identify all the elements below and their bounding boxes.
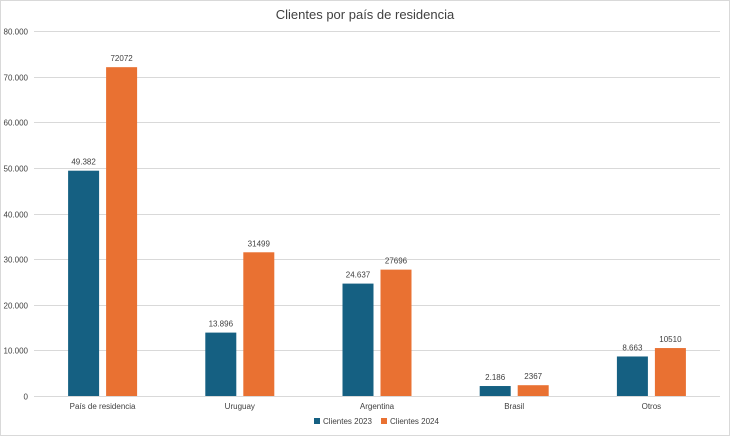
legend-label: Clientes 2023: [323, 417, 372, 426]
bar: [654, 348, 686, 396]
bar: [517, 385, 549, 396]
data-label: 10510: [659, 335, 682, 344]
gridlines: [34, 31, 720, 397]
data-label: 13.896: [209, 320, 234, 329]
legend-swatch: [314, 418, 320, 424]
x-category-label: Brasil: [504, 402, 524, 411]
legend: Clientes 2023 Clientes 2024: [314, 417, 439, 426]
chart-title: Clientes por país de residencia: [276, 7, 455, 22]
y-axis-ticks: 0 10.000 20.000 30.000 40.000 50.000 60.000 70.…: [4, 28, 29, 402]
bar: [106, 67, 138, 396]
bar: [342, 283, 374, 396]
bar: [616, 356, 648, 396]
bar: [205, 332, 237, 396]
y-tick-label: 30.000: [4, 256, 29, 265]
bar: [380, 269, 412, 396]
bar: [479, 386, 511, 396]
y-tick-label: 60.000: [4, 119, 29, 128]
data-label: 8.663: [622, 343, 643, 352]
x-axis-categories: País de residencia Uruguay Argentina Brasil…: [70, 402, 661, 411]
y-tick-label: 20.000: [4, 302, 29, 311]
bars: [68, 67, 686, 396]
x-category-label: Otros: [642, 402, 662, 411]
y-tick-label: 50.000: [4, 165, 29, 174]
data-label: 24.637: [346, 271, 371, 280]
legend-swatch: [381, 418, 387, 424]
data-label: 27696: [385, 257, 408, 266]
data-label: 72072: [110, 54, 133, 63]
bar: [243, 252, 275, 396]
y-tick-label: 40.000: [4, 211, 29, 220]
legend-label: Clientes 2024: [390, 417, 439, 426]
data-label: 49.382: [71, 158, 96, 167]
data-label: 31499: [248, 239, 271, 248]
y-tick-label: 0: [24, 393, 29, 402]
data-label: 2367: [524, 372, 542, 381]
x-category-label: Argentina: [360, 402, 395, 411]
data-labels: 49.382 72072 13.896 31499 24.637 27696 2.186 23…: [71, 54, 682, 382]
data-label: 2.186: [485, 373, 506, 382]
x-category-label: Uruguay: [225, 402, 255, 411]
y-tick-label: 10.000: [4, 347, 29, 356]
y-tick-label: 80.000: [4, 28, 29, 37]
x-category-label: País de residencia: [70, 402, 136, 411]
bar: [68, 170, 100, 396]
y-tick-label: 70.000: [4, 74, 29, 83]
